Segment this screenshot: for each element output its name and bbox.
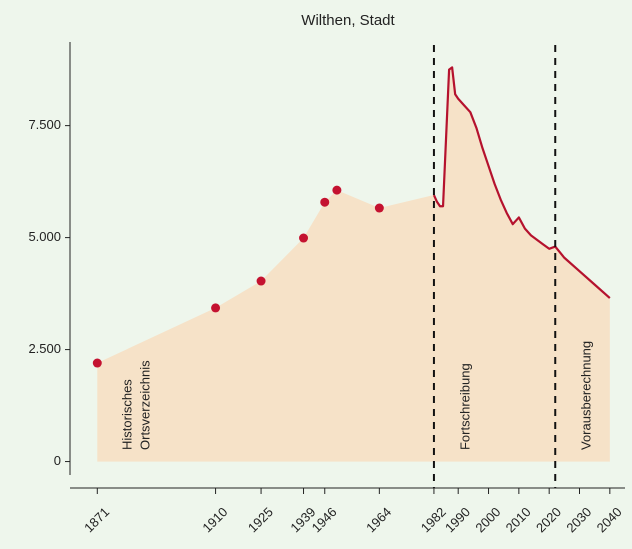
point	[92, 358, 102, 368]
annotation: Ortsverzeichnis	[137, 360, 152, 450]
x-tick-label: 1925	[245, 504, 276, 535]
y-tick-label: 5.000	[28, 229, 61, 244]
x-tick-label: 2030	[563, 504, 594, 535]
x-tick-label: 1946	[309, 504, 340, 535]
annotation: Fortschreibung	[457, 363, 472, 450]
x-tick-label: 2040	[594, 504, 625, 535]
y-tick-label: 7.500	[28, 117, 61, 132]
point	[299, 233, 309, 243]
y-tick-label: 2.500	[28, 341, 61, 356]
annotation: Historisches	[119, 379, 134, 450]
point	[332, 185, 342, 195]
annotation: Vorausberechnung	[579, 341, 594, 450]
chart-title: Wilthen, Stadt	[301, 12, 395, 29]
x-tick-label: 2010	[503, 504, 534, 535]
line	[554, 245, 611, 299]
point	[320, 197, 330, 207]
x-tick-label: 1964	[363, 504, 394, 535]
x-tick-label: 1990	[442, 504, 473, 535]
x-tick-label: 2000	[472, 504, 503, 535]
point	[256, 276, 266, 286]
line	[432, 66, 556, 250]
x-tick-label: 2020	[533, 504, 564, 535]
point	[374, 203, 384, 213]
y-tick-label: 0	[54, 453, 61, 468]
x-tick-label: 1982	[418, 504, 449, 535]
area	[97, 67, 610, 462]
point	[211, 303, 221, 313]
x-tick-label: 1910	[199, 504, 230, 535]
x-tick-label: 1871	[81, 504, 112, 535]
